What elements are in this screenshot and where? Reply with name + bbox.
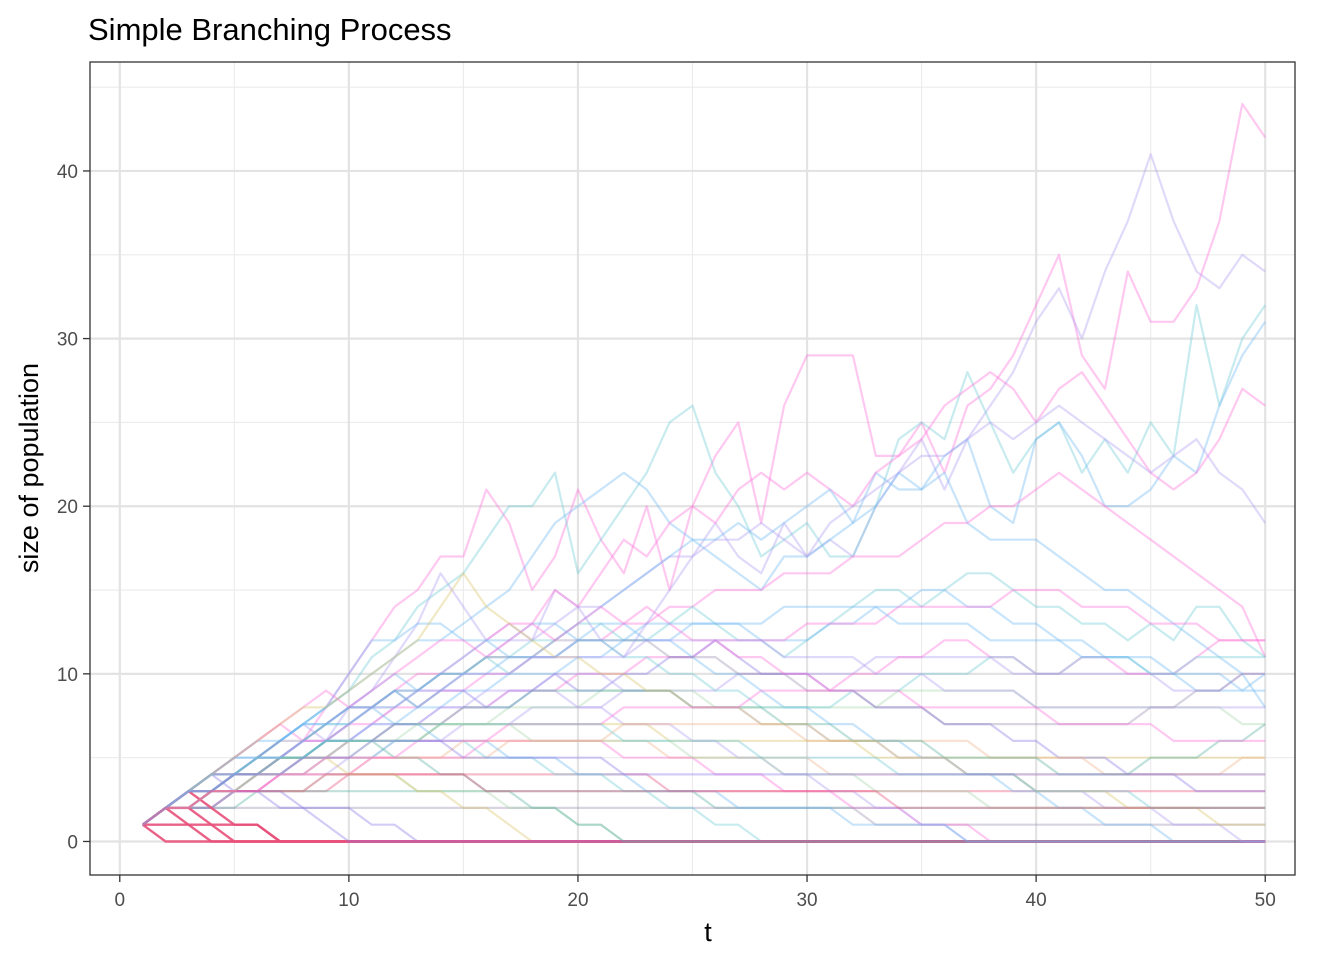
series-line-34 <box>142 706 1266 843</box>
plot-border <box>89 61 1296 876</box>
series-line-13 <box>142 689 1266 826</box>
series-line-9 <box>142 572 1266 826</box>
series-line-18 <box>142 806 1266 826</box>
grid-minor <box>90 62 1295 875</box>
y-axis: 0 10 20 30 40 <box>57 162 90 853</box>
series-line-15 <box>142 739 1266 826</box>
x-tick-label: 50 <box>1255 890 1276 911</box>
series-line-8 <box>142 471 1267 826</box>
series-line-20 <box>142 622 1266 843</box>
series-line-44 <box>142 639 1266 826</box>
series-line-31 <box>141 790 1266 843</box>
series-line-5 <box>142 371 1266 826</box>
x-tick-label: 10 <box>338 890 359 911</box>
grid-major <box>90 62 1295 875</box>
y-tick-label: 40 <box>57 162 78 183</box>
series-line-41 <box>142 689 1266 826</box>
series-line-4 <box>142 321 1267 826</box>
series-line-19 <box>142 639 1266 826</box>
series-line-40 <box>142 722 1266 826</box>
y-tick-label: 0 <box>67 832 78 853</box>
series-line-3 <box>142 304 1267 826</box>
series-line-33 <box>142 739 1266 843</box>
series-line-6 <box>142 404 1267 826</box>
x-tick-label: 0 <box>114 890 125 911</box>
series-line-36 <box>142 639 1266 826</box>
series-line-42 <box>142 605 1266 826</box>
series-line-2 <box>142 153 1266 826</box>
series-line-16 <box>142 773 1266 826</box>
chart-title: Simple Branching Process <box>88 12 452 47</box>
series-line-7 <box>142 471 1267 826</box>
series-lines <box>141 102 1267 843</box>
series-line-45 <box>142 689 1266 826</box>
series-line-43 <box>142 572 1266 826</box>
x-axis-label: t <box>704 917 712 947</box>
y-tick-label: 10 <box>57 665 78 686</box>
series-line-35 <box>142 672 1266 843</box>
series-line-39 <box>142 722 1266 826</box>
x-tick-label: 40 <box>1026 890 1047 911</box>
y-tick-label: 20 <box>57 497 78 518</box>
series-line-48 <box>142 773 1266 826</box>
series-line-17 <box>142 790 1266 826</box>
x-tick-label: 30 <box>796 890 817 911</box>
series-line-14 <box>142 722 1266 826</box>
series-line-12 <box>142 655 1266 826</box>
y-axis-label: size of population <box>14 363 44 573</box>
series-line-11 <box>142 588 1266 826</box>
series-line-37 <box>142 605 1266 826</box>
series-line-47 <box>142 739 1266 826</box>
y-tick-label: 30 <box>57 330 78 351</box>
x-tick-label: 20 <box>567 890 588 911</box>
series-line-1 <box>142 102 1267 826</box>
series-line-10 <box>142 588 1266 826</box>
series-line-32 <box>142 773 1266 843</box>
x-axis: 0 10 20 30 40 50 <box>114 875 1276 911</box>
series-line-38 <box>142 639 1266 826</box>
series-line-46 <box>142 722 1266 826</box>
